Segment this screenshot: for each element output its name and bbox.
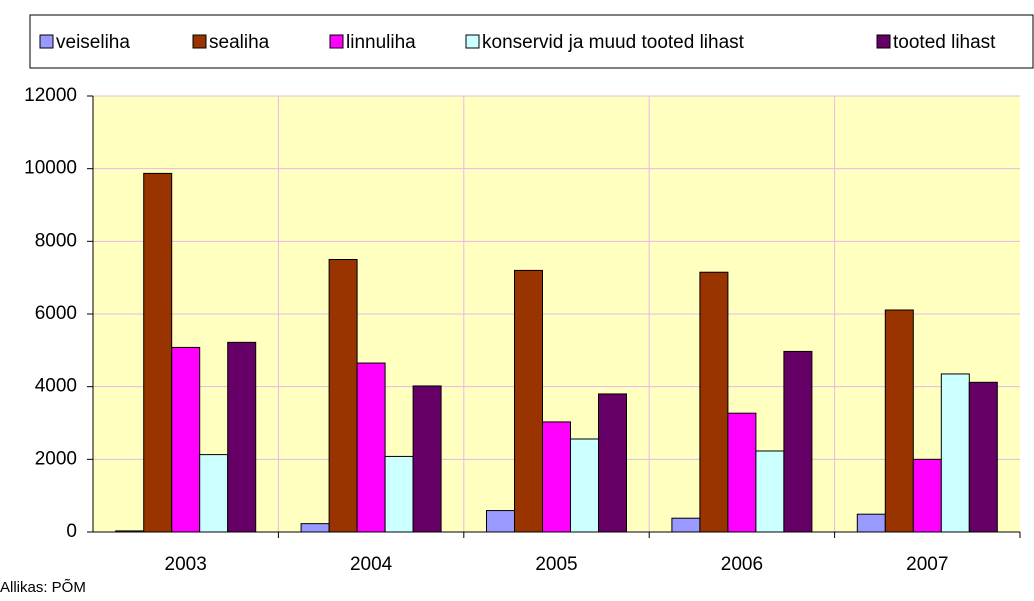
bar xyxy=(671,517,701,533)
bar xyxy=(940,373,970,533)
bar xyxy=(514,269,543,533)
y-tick-label: 10000 xyxy=(24,158,77,179)
y-tick-label: 12000 xyxy=(24,85,77,106)
bar xyxy=(115,530,145,533)
y-tick-label: 0 xyxy=(66,521,77,542)
legend-swatch xyxy=(192,34,207,49)
bar xyxy=(598,393,627,533)
legend-label: linnuliha xyxy=(346,32,416,53)
legend-label: sealiha xyxy=(209,32,270,53)
bar xyxy=(300,523,330,533)
bar xyxy=(328,259,358,533)
legend-label: tooted lihast xyxy=(893,32,996,53)
bar xyxy=(384,455,414,533)
legend-swatch xyxy=(465,34,480,49)
x-tick-label: 2007 xyxy=(906,554,948,575)
x-tick-label: 2004 xyxy=(350,554,393,575)
legend-label: veiseliha xyxy=(56,32,130,53)
legend-swatch xyxy=(876,34,891,49)
bar xyxy=(570,438,599,533)
bar xyxy=(699,271,729,533)
bar xyxy=(968,381,998,533)
y-tick-label: 8000 xyxy=(35,230,77,251)
bar xyxy=(171,346,201,533)
bar xyxy=(412,385,442,533)
bar xyxy=(884,309,914,533)
y-tick-label: 2000 xyxy=(35,448,77,469)
x-tick-label: 2003 xyxy=(165,554,207,575)
bar xyxy=(486,510,515,533)
bar xyxy=(912,458,942,533)
x-tick-label: 2006 xyxy=(721,554,763,575)
bar xyxy=(783,350,813,533)
source-note: Allikas: PÕM xyxy=(0,579,86,596)
legend-swatch xyxy=(329,34,344,49)
y-tick-label: 4000 xyxy=(35,376,77,397)
bar xyxy=(227,341,257,533)
x-tick-label: 2005 xyxy=(535,554,577,575)
bar xyxy=(542,421,571,533)
bar xyxy=(199,454,229,533)
legend-swatch xyxy=(39,34,54,49)
bar xyxy=(356,362,386,533)
bar xyxy=(755,450,785,533)
bar xyxy=(856,513,886,533)
y-tick-label: 6000 xyxy=(35,303,77,324)
bar xyxy=(143,172,173,533)
bar xyxy=(727,412,757,533)
legend-label: konservid ja muud tooted lihast xyxy=(482,32,745,53)
